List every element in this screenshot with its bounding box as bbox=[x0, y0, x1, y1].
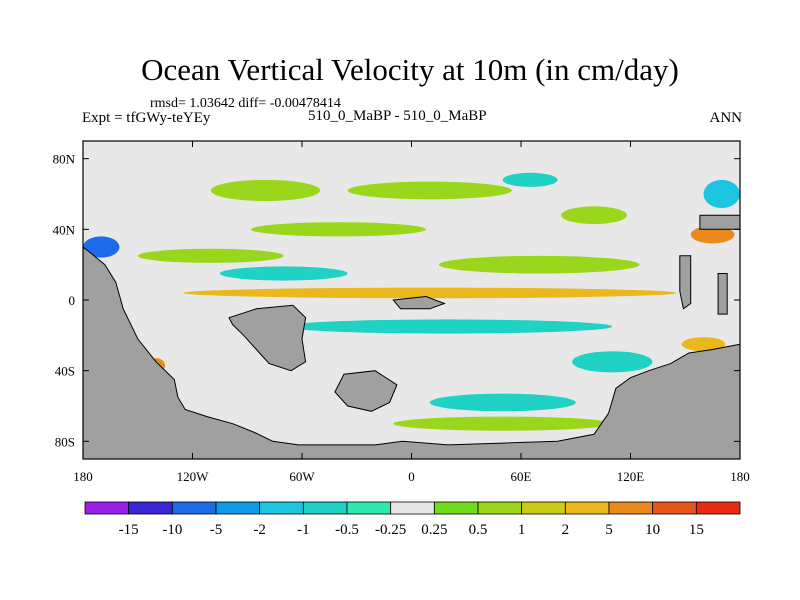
colorbar-swatch bbox=[564, 501, 610, 515]
chart-title: Ocean Vertical Velocity at 10m (in cm/da… bbox=[141, 52, 679, 87]
colorbar-swatch bbox=[215, 501, 261, 515]
field-region bbox=[250, 222, 427, 237]
field-region bbox=[572, 351, 653, 373]
colorbar-swatch bbox=[84, 501, 130, 515]
y-tick-label: 40N bbox=[53, 222, 76, 237]
field-region bbox=[393, 416, 613, 431]
colorbar-swatch bbox=[695, 501, 741, 515]
colorbar-swatch bbox=[302, 501, 348, 515]
y-tick-label: 0 bbox=[69, 293, 76, 308]
land-eastern-strip bbox=[679, 255, 692, 310]
field-region bbox=[219, 266, 348, 281]
x-tick-label: 60E bbox=[511, 469, 532, 484]
case-label: 510_0_MaBP - 510_0_MaBP bbox=[308, 108, 487, 124]
experiment-label: Expt = tfGWy-teYEy bbox=[82, 110, 211, 126]
field-region bbox=[703, 179, 740, 209]
stats-label: rmsd= 1.03642 diff= -0.00478414 bbox=[150, 96, 341, 111]
x-tick-label: 180 bbox=[730, 469, 750, 484]
land-central-island bbox=[228, 304, 307, 372]
colorbar-label: 2 bbox=[562, 522, 570, 538]
colorbar-label: -0.5 bbox=[335, 522, 359, 538]
colorbar-label: -15 bbox=[119, 522, 139, 538]
y-tick-label: 80N bbox=[53, 152, 76, 167]
colorbar-swatch bbox=[608, 501, 654, 515]
colorbar-label: 0.25 bbox=[421, 522, 447, 538]
colorbar-swatch bbox=[652, 501, 697, 515]
colorbar-swatch bbox=[477, 501, 523, 515]
colorbar-swatch bbox=[128, 501, 173, 515]
colorbar-label: 10 bbox=[645, 522, 660, 538]
y-tick-label: 40S bbox=[55, 364, 75, 379]
land-northeast-strip bbox=[717, 273, 728, 315]
colorbar-label: -0.25 bbox=[375, 522, 406, 538]
x-tick-label: 120E bbox=[617, 469, 645, 484]
colorbar-label: 15 bbox=[689, 522, 704, 538]
y-tick-label: 80S bbox=[55, 434, 75, 449]
field-region bbox=[183, 287, 677, 299]
land-equatorial-island bbox=[392, 295, 446, 310]
colorbar-label: -10 bbox=[162, 522, 182, 538]
field-region bbox=[283, 319, 613, 334]
x-tick-label: 60W bbox=[289, 469, 315, 484]
field-region bbox=[502, 172, 558, 187]
field-region bbox=[83, 236, 120, 258]
colorbar-label: -5 bbox=[210, 522, 223, 538]
colorbar-swatch bbox=[346, 501, 392, 515]
colorbar-label: 5 bbox=[605, 522, 613, 538]
field-region bbox=[681, 337, 726, 352]
field-region bbox=[210, 179, 321, 202]
colorbar-label: -1 bbox=[297, 522, 310, 538]
x-tick-label: 120W bbox=[177, 469, 210, 484]
colorbar-swatch bbox=[171, 501, 217, 515]
field-region bbox=[347, 181, 512, 200]
colorbar-swatch bbox=[521, 501, 566, 515]
field-region bbox=[690, 225, 735, 244]
colorbar-swatch bbox=[390, 501, 435, 515]
colorbar-swatch bbox=[433, 501, 479, 515]
x-tick-label: 0 bbox=[408, 469, 415, 484]
field-region bbox=[561, 206, 627, 225]
x-tick-label: 180 bbox=[73, 469, 93, 484]
colorbar-label: -2 bbox=[253, 522, 266, 538]
colorbar-swatch bbox=[259, 501, 304, 515]
colorbar-label: 0.5 bbox=[469, 522, 488, 538]
season-label: ANN bbox=[709, 110, 743, 126]
field-region bbox=[429, 393, 576, 412]
land-southern-island bbox=[334, 370, 398, 412]
field-region bbox=[137, 248, 284, 263]
field-region bbox=[438, 255, 640, 274]
land-northeast-block bbox=[699, 214, 741, 230]
colorbar-label: 1 bbox=[518, 522, 526, 538]
land-western-landmass bbox=[82, 245, 741, 460]
